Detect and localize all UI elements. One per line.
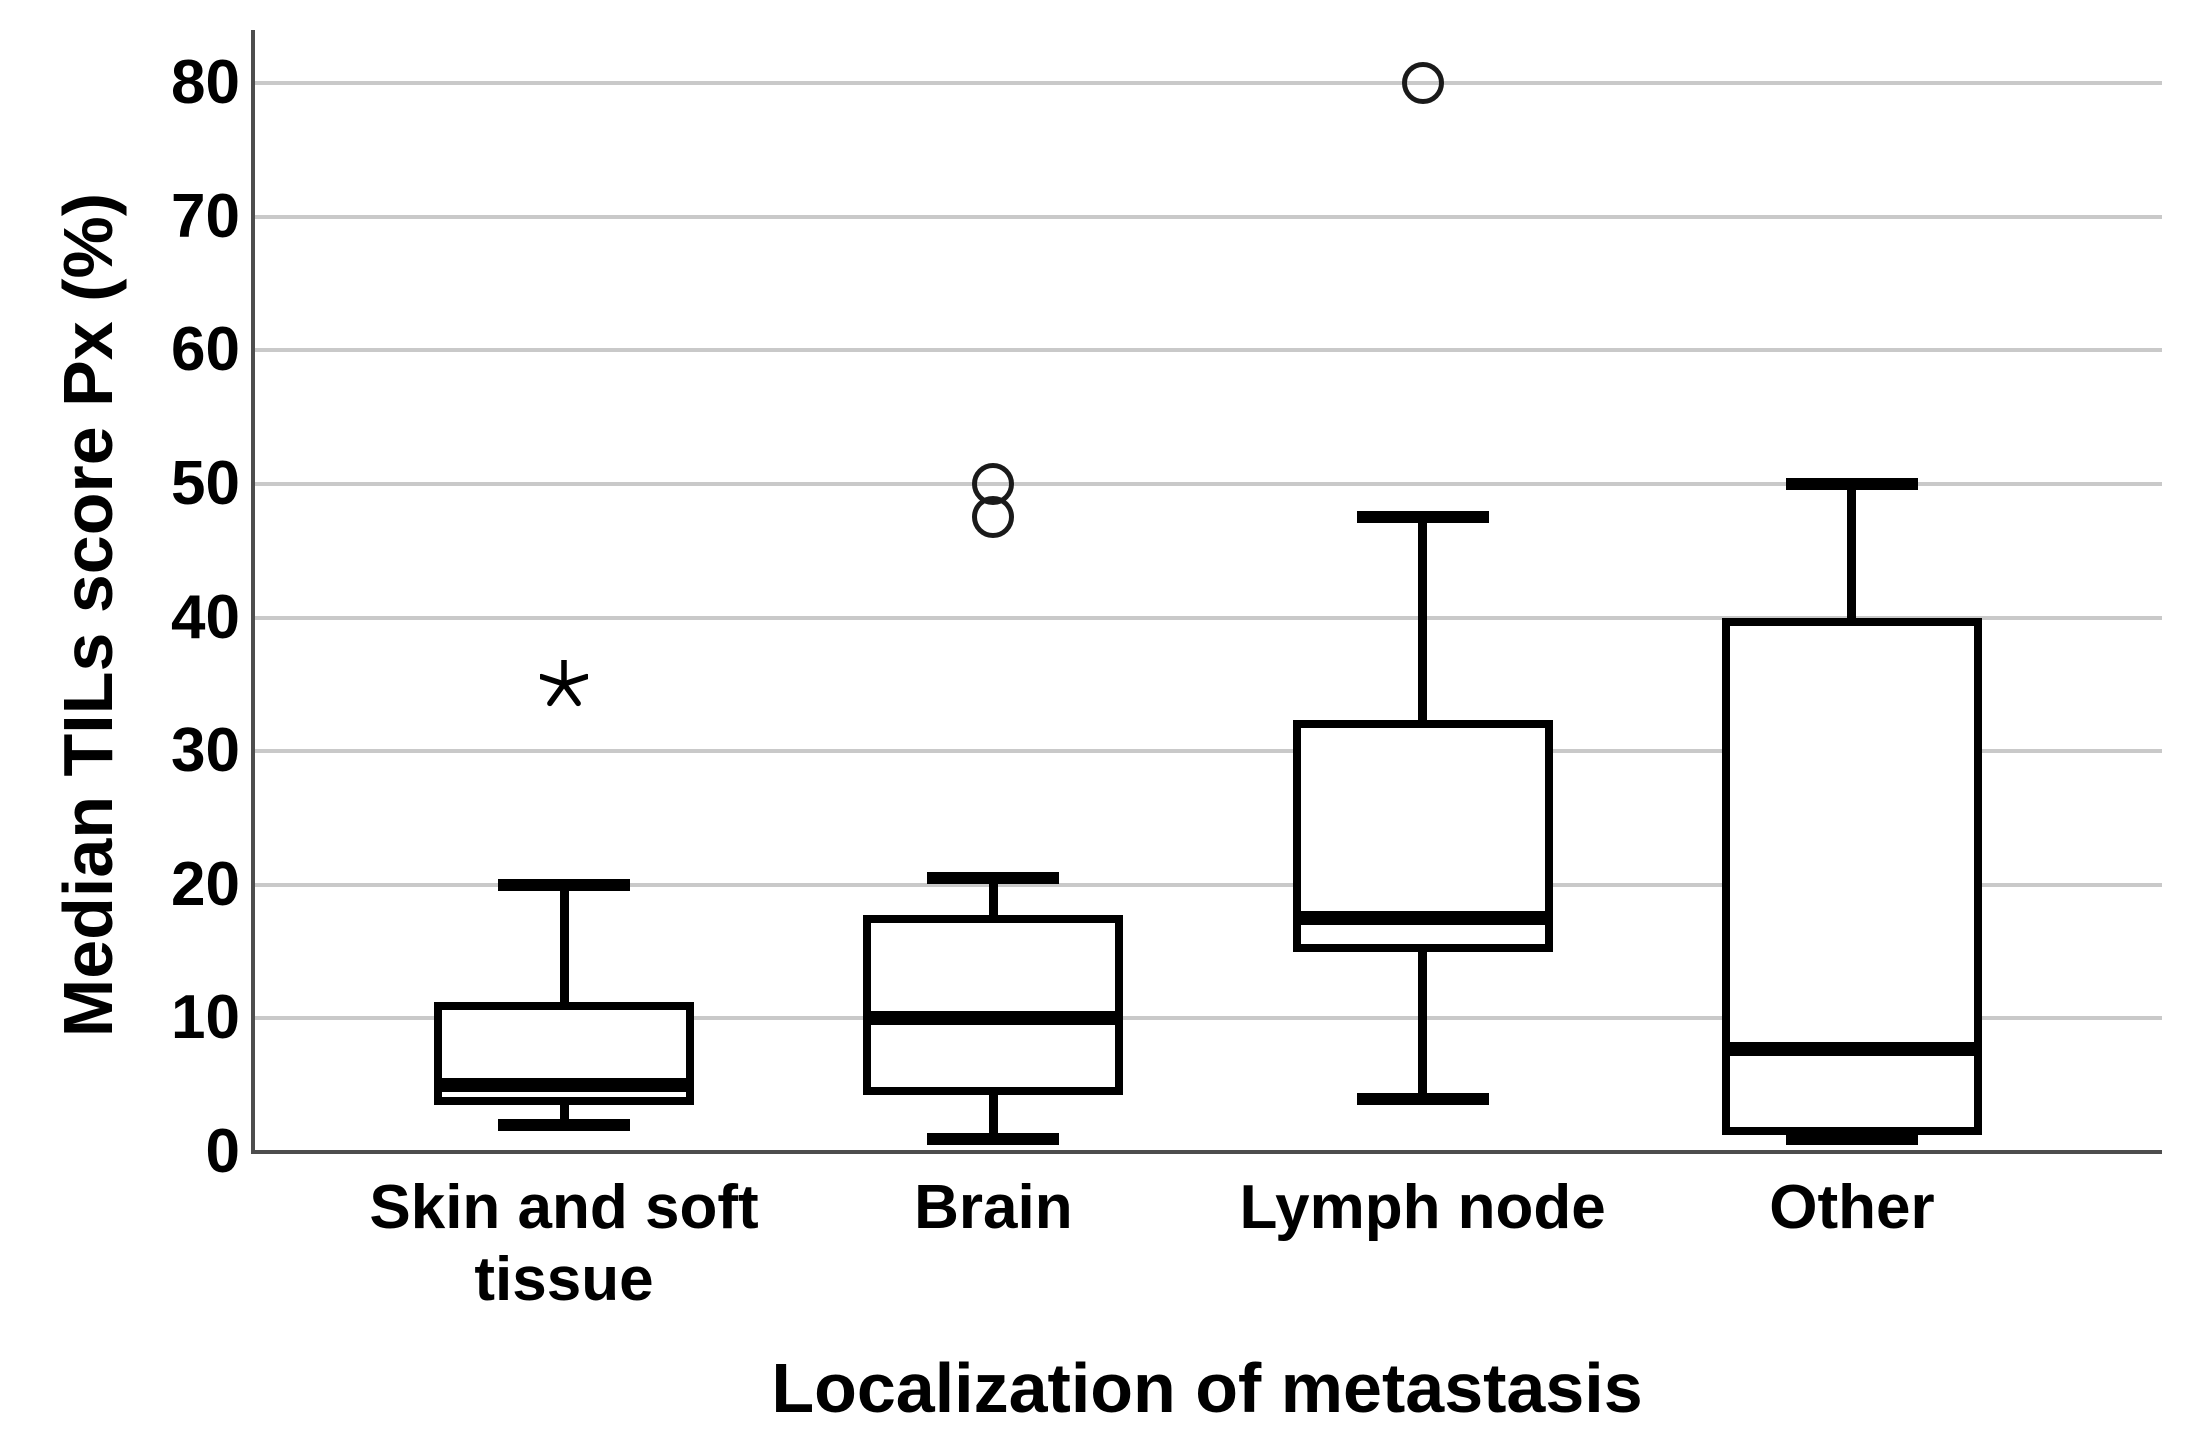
gridline <box>253 81 2162 85</box>
whisker-line <box>988 878 998 916</box>
whisker-cap <box>498 1119 630 1132</box>
outlier-circle <box>972 462 1015 505</box>
gridline <box>253 882 2162 887</box>
y-tick-label: 10 <box>171 983 240 1053</box>
whisker-line <box>559 884 569 1003</box>
x-category-label: Other <box>1769 1173 1935 1242</box>
x-category-label: Skin and soft tissue <box>369 1173 759 1314</box>
y-tick-label: 20 <box>171 849 240 919</box>
whisker-line <box>988 1094 998 1139</box>
median-line <box>434 1078 694 1093</box>
gridline <box>253 615 2162 620</box>
x-category-label: Brain <box>914 1173 1073 1242</box>
whisker-cap <box>1785 1132 1918 1145</box>
whisker-cap <box>927 872 1060 885</box>
whisker-cap <box>498 878 630 891</box>
outlier-circle <box>1401 62 1444 104</box>
y-tick-label: 70 <box>171 181 240 251</box>
whisker-line <box>1847 483 1857 618</box>
gridline <box>253 348 2162 353</box>
whisker-cap <box>927 1132 1060 1145</box>
whisker-line <box>559 1105 569 1126</box>
whisker-line <box>1418 951 1428 1099</box>
whisker-cap <box>1356 511 1489 524</box>
y-tick-label: 80 <box>171 48 240 117</box>
median-line <box>863 1011 1124 1026</box>
x-category-label: Lymph node <box>1239 1173 1606 1242</box>
box <box>863 915 1124 1095</box>
median-line <box>1292 911 1553 926</box>
y-tick-label: 60 <box>171 315 240 385</box>
extreme-asterisk-marker <box>538 657 590 708</box>
y-tick-label: 30 <box>171 716 240 786</box>
whisker-cap <box>1356 1092 1489 1105</box>
gridline <box>253 1016 2162 1021</box>
median-line <box>1721 1042 1982 1057</box>
gridline <box>253 214 2162 219</box>
asterisk-icon <box>538 657 590 707</box>
y-tick-label: 40 <box>171 582 240 652</box>
box <box>1721 617 1982 1135</box>
x-axis-title: Localization of metastasis <box>771 1349 1643 1427</box>
x-axis-line <box>251 1150 2162 1154</box>
y-tick-label: 0 <box>205 1117 240 1186</box>
y-tick-label: 50 <box>171 448 240 518</box>
whisker-line <box>1418 517 1428 721</box>
gridline <box>253 749 2162 754</box>
y-axis-line <box>251 30 255 1154</box>
gridline <box>253 481 2162 486</box>
whisker-cap <box>1785 477 1918 490</box>
